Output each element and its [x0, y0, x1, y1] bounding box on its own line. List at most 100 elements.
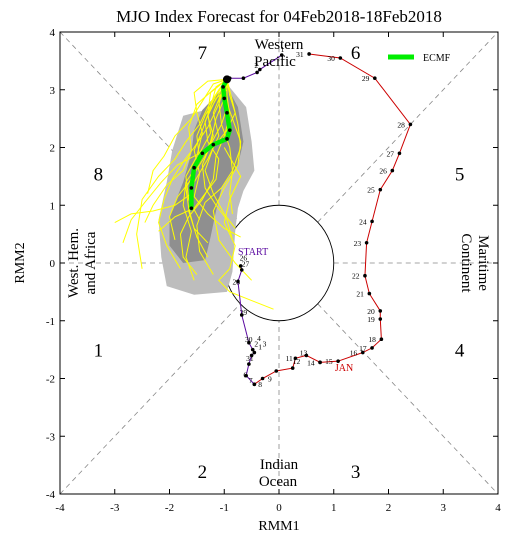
obs-day-label-extra-17: 2: [254, 340, 258, 349]
obs-jan-point-1: [336, 359, 340, 363]
ensemble-member-4: [204, 79, 236, 229]
y-tick-label-5: 1: [50, 200, 56, 212]
x-tick-label-7: 3: [441, 502, 447, 514]
x-tick-label-4: 0: [276, 502, 282, 514]
mean-point-3: [225, 111, 229, 115]
obs-jan-point-14: [408, 122, 413, 127]
x-tick-label-0: -4: [55, 502, 65, 514]
obs-jan-day-label-3: 17: [359, 344, 367, 353]
obs-feb-point-1: [258, 67, 262, 72]
ensemble-member-9: [226, 79, 242, 214]
obs-recent-point-8: [247, 362, 251, 366]
phase-label-1: 1: [94, 341, 104, 362]
obs-day-label-extra-0: 1: [281, 45, 285, 54]
obs-day-label-extra-3: 7: [249, 376, 253, 385]
obs-jan-point-12: [390, 168, 395, 173]
mean-point-4: [227, 128, 232, 132]
mean-point-9: [189, 186, 194, 190]
obs-jan-day-label-17: 31: [296, 50, 304, 59]
obs-jan-day-label-1: 15: [325, 357, 333, 366]
diagonal-line-3: [317, 303, 499, 495]
mean-point-2: [222, 96, 227, 101]
obs-recent-point-6: [252, 350, 257, 355]
y-tick-label-7: 3: [50, 85, 56, 97]
obs-jan-day-label-9: 23: [354, 239, 362, 248]
ensemble-member-17: [185, 79, 228, 244]
obs-jan-point-10: [370, 219, 374, 224]
obs-jan-point-2: [360, 350, 365, 355]
obs-day-label-extra-11: 28: [232, 277, 240, 286]
diagonal-line-1: [317, 31, 499, 223]
obs-jan-point-3: [370, 346, 374, 350]
region-maritime-continent-1: Continent: [458, 233, 474, 293]
obs-dec-point-4: [293, 356, 298, 361]
mean-point-1: [221, 85, 225, 89]
obs-jan-day-label-0: 14: [307, 358, 315, 367]
obs-jan-day-label-12: 26: [379, 167, 387, 176]
ensemble-members: [114, 78, 274, 310]
mean-point-8: [192, 165, 196, 170]
obs-recent-point-0: [238, 264, 243, 268]
obs-jan-day-label-10: 24: [359, 217, 367, 226]
phase-label-3: 3: [351, 462, 361, 483]
obs-dec-point-5: [304, 353, 309, 358]
obs-jan-point-0: [318, 360, 322, 365]
x-tick-label-2: -2: [165, 502, 174, 514]
obs-day-label-extra-7: 12: [293, 357, 301, 366]
obs-day-label-extra-1: 2: [254, 61, 258, 70]
x-axis-label: RMM1: [258, 519, 299, 534]
mean-point-10: [189, 206, 194, 210]
annotation-start: START: [238, 247, 268, 258]
ensemble-member-18: [218, 147, 274, 310]
obs-jan-point-7: [367, 291, 372, 296]
obs-recent-point-10: [252, 382, 257, 387]
ensemble-member-10: [122, 78, 228, 243]
chart-title: MJO Index Forecast for 04Feb2018-18Feb20…: [116, 7, 442, 26]
obs-dec-point-1: [260, 376, 265, 381]
obs-day-label-extra-9: 26: [240, 254, 248, 263]
obs-day-label-extra-16: 3: [263, 340, 267, 349]
obs-recent-point-1: [239, 268, 244, 272]
obs-jan-point-15: [373, 76, 377, 80]
obs-day-label-extra-15: 4: [257, 334, 261, 343]
obs-jan-point-17: [307, 52, 311, 56]
region-west-hem-africa-1: and Africa: [83, 231, 99, 294]
region-west-hem-africa-0: West. Hem.: [66, 228, 82, 298]
y-tick-label-2: -2: [46, 374, 55, 386]
obs-jan-point-16: [338, 56, 343, 60]
phase-label-6: 6: [351, 43, 361, 64]
y-tick-label-6: 2: [50, 143, 56, 155]
x-tick-label-5: 1: [331, 502, 337, 514]
obs-feb-point-2: [255, 70, 259, 75]
ensemble-mean: [189, 75, 233, 211]
obs-day-label-extra-14: 31: [246, 354, 254, 363]
obs-recent-point-4: [247, 340, 251, 345]
obs-dec-point-3: [290, 366, 295, 370]
obs-dec-point-2: [274, 369, 279, 373]
obs-jan-day-label-13: 27: [386, 149, 394, 158]
obs-feb-point-3: [241, 76, 246, 80]
obs-jan-point-5: [378, 317, 383, 321]
ensemble-member-19: [114, 193, 192, 224]
mean-point-5: [225, 137, 229, 141]
obs-jan-point-6: [378, 309, 383, 313]
ensemble-member-13: [185, 78, 228, 220]
region-western-pacific-0: Western: [255, 37, 304, 53]
obs-day-label-extra-6: 11: [286, 354, 293, 363]
y-tick-label-4: 0: [50, 258, 56, 270]
obs-jan-point-11: [378, 187, 383, 192]
ensemble-member-14: [179, 79, 231, 275]
ensemble-member-3: [147, 78, 228, 194]
obs-feb-point-5: [225, 77, 229, 82]
mean-point-7: [200, 151, 205, 156]
obs-jan-day-label-15: 29: [362, 74, 370, 83]
y-tick-label-1: -3: [46, 431, 56, 443]
obs-day-label-extra-10: 27: [242, 259, 250, 268]
obs-jan-day-label-7: 21: [356, 290, 364, 299]
obs-jan-point-8: [363, 273, 367, 278]
obs-jan-day-label-11: 25: [367, 186, 375, 195]
obs-jan-day-label-8: 22: [352, 272, 360, 281]
obs-recent-point-3: [239, 313, 244, 317]
region-western-pacific-1: Pacific: [254, 54, 296, 70]
